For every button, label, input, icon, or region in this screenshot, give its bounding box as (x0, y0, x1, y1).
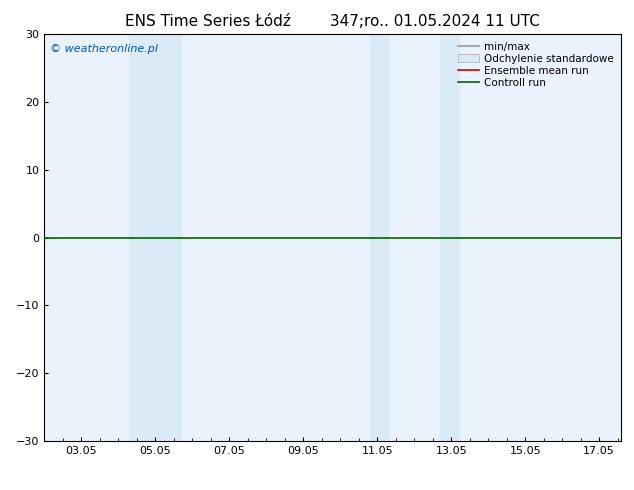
Legend: min/max, Odchylenie standardowe, Ensemble mean run, Controll run: min/max, Odchylenie standardowe, Ensembl… (456, 40, 616, 90)
Bar (129, 34, 166, 441)
Text: © weatheronline.pl: © weatheronline.pl (50, 45, 158, 54)
Title: ENS Time Series Łódź        347;ro.. 01.05.2024 11 UTC: ENS Time Series Łódź 347;ro.. 01.05.2024… (126, 14, 540, 29)
Bar (370, 34, 388, 441)
Bar (440, 34, 458, 441)
Bar (166, 34, 181, 441)
